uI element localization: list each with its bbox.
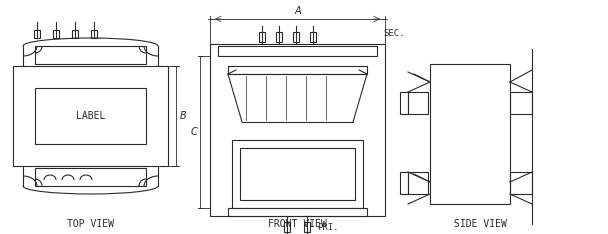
Bar <box>510 172 532 194</box>
Bar <box>510 92 532 114</box>
Bar <box>310 32 316 42</box>
Bar <box>35 168 146 186</box>
Bar <box>210 44 385 216</box>
Bar <box>284 222 290 232</box>
Bar <box>34 30 40 38</box>
Bar <box>408 172 428 194</box>
Bar <box>218 46 377 56</box>
Text: PRI.: PRI. <box>317 223 339 233</box>
Bar <box>91 30 97 38</box>
Bar <box>228 208 367 216</box>
Bar <box>35 46 146 64</box>
Bar <box>408 92 428 114</box>
Bar <box>304 222 310 232</box>
Text: SEC.: SEC. <box>383 29 404 39</box>
Bar <box>72 30 78 38</box>
Bar <box>13 66 168 166</box>
Text: SIDE VIEW: SIDE VIEW <box>454 219 506 229</box>
Bar <box>400 92 408 114</box>
Text: FRONT VIEW: FRONT VIEW <box>268 219 327 229</box>
Text: LABEL: LABEL <box>76 111 105 121</box>
Text: B: B <box>180 111 187 121</box>
Bar <box>259 32 265 42</box>
Bar <box>430 64 510 204</box>
Text: TOP VIEW: TOP VIEW <box>67 219 114 229</box>
Bar <box>400 172 408 194</box>
Bar <box>35 88 146 144</box>
Bar <box>293 32 299 42</box>
Bar <box>232 140 363 208</box>
Bar <box>276 32 282 42</box>
Text: A: A <box>294 6 301 16</box>
Bar <box>240 148 355 200</box>
Bar <box>53 30 59 38</box>
Text: C: C <box>190 127 197 137</box>
Bar <box>228 66 367 74</box>
